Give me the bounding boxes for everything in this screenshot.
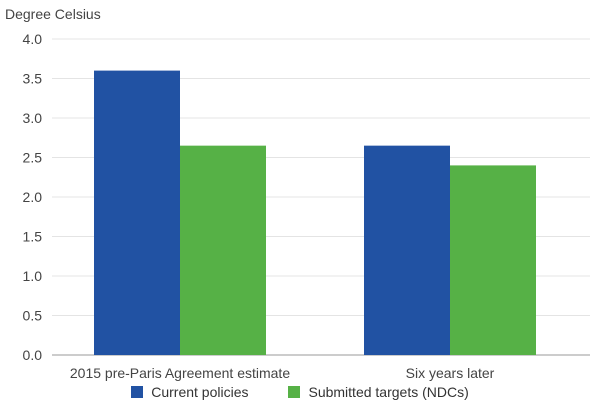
- y-axis-label: Degree Celsius: [5, 6, 101, 22]
- bar-current-policies-0: [94, 70, 180, 355]
- x-tick-label: Six years later: [406, 365, 495, 381]
- legend-item-submitted-targets[interactable]: Submitted targets (NDCs): [288, 384, 469, 400]
- y-tick-label: 4.0: [23, 31, 43, 47]
- legend-swatch-current-policies: [131, 386, 144, 398]
- x-tick-label: 2015 pre-Paris Agreement estimate: [70, 365, 290, 381]
- x-axis-ticks: 2015 pre-Paris Agreement estimate Six yea…: [70, 365, 495, 381]
- bar-current-policies-1: [364, 145, 450, 355]
- bar-submitted-targets-1: [450, 165, 536, 355]
- y-tick-label: 3.0: [23, 110, 43, 126]
- y-tick-label: 1.0: [23, 268, 43, 284]
- y-tick-label: 0.5: [23, 308, 43, 324]
- y-tick-label: 0.0: [23, 347, 43, 363]
- legend: Current policies Submitted targets (NDCs…: [0, 384, 600, 400]
- y-tick-label: 2.5: [23, 150, 43, 166]
- legend-swatch-submitted-targets: [288, 386, 301, 398]
- bars: [94, 70, 536, 355]
- bar-submitted-targets-0: [180, 145, 266, 355]
- legend-label-current-policies: Current policies: [151, 384, 249, 400]
- y-tick-label: 3.5: [23, 71, 43, 87]
- legend-label-submitted-targets: Submitted targets (NDCs): [308, 384, 469, 400]
- y-axis-ticks: 0.0 0.5 1.0 1.5 2.0 2.5 3.0 3.5 4.0: [23, 31, 43, 363]
- y-tick-label: 2.0: [23, 189, 43, 205]
- y-tick-label: 1.5: [23, 229, 43, 245]
- legend-item-current-policies[interactable]: Current policies: [131, 384, 248, 400]
